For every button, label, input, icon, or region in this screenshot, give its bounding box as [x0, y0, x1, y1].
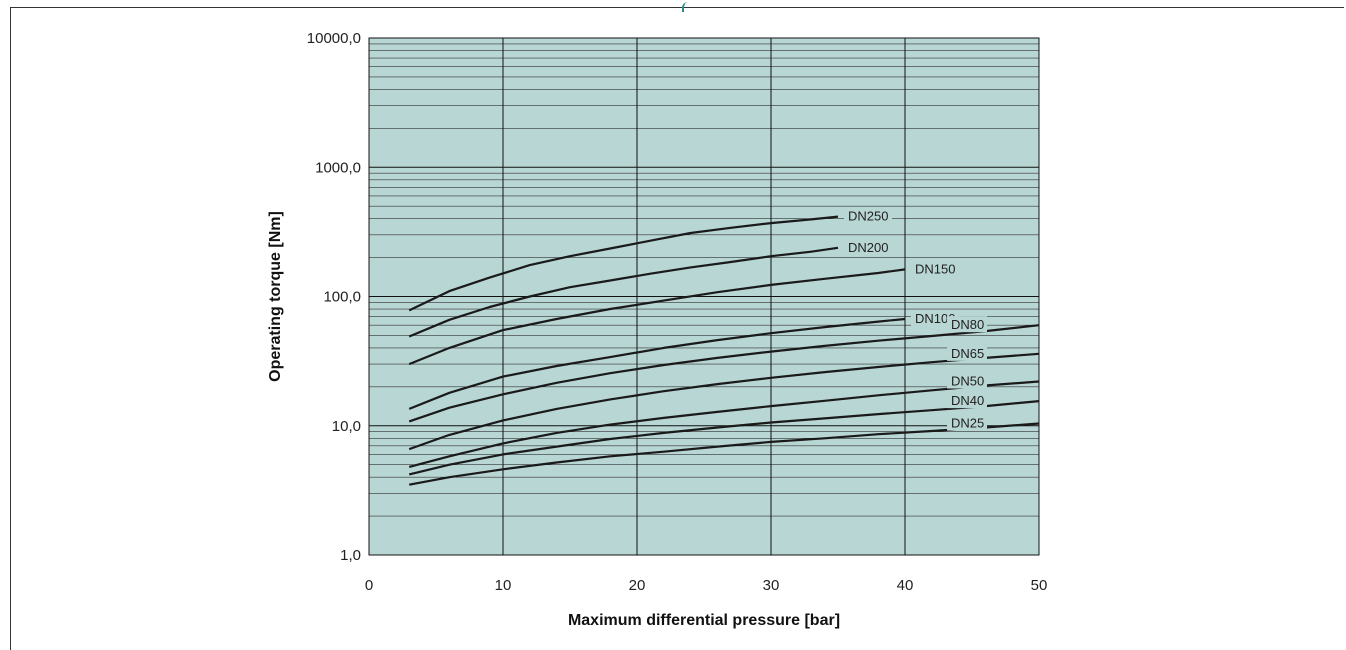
y-tick-label: 1,0 [340, 547, 361, 564]
y-tick-labels: 1,0 10,0 100,0 1000,0 10000,0 [307, 30, 361, 564]
x-tick-label: 50 [1031, 577, 1048, 594]
series-line-dn150 [408, 268, 906, 366]
x-axis-title: Maximum differential pressure [bar] [568, 612, 840, 629]
curve-label-bg [947, 344, 987, 361]
curve-label-dn65: DN65 [951, 346, 984, 361]
x-tick-label: 40 [897, 577, 914, 594]
y-tick-label: 10000,0 [307, 30, 361, 47]
major-gridlines [368, 37, 1040, 556]
series-line-dn65 [408, 352, 1040, 451]
curve-label-dn40: DN40 [951, 393, 984, 408]
curve-label-bg [947, 372, 987, 389]
series-line-dn25 [408, 422, 1040, 486]
series-line-dn100 [408, 317, 906, 410]
curve-label-dn80: DN80 [951, 317, 984, 332]
curve-label-dn150: DN150 [915, 261, 955, 276]
x-tick-label: 30 [763, 577, 780, 594]
curve-label-bg [844, 207, 892, 224]
x-tick-labels: 0 10 20 30 40 50 [365, 577, 1048, 594]
y-tick-label: 1000,0 [315, 159, 361, 176]
x-tick-label: 0 [365, 577, 373, 594]
series-line-dn250 [408, 215, 839, 312]
curve-label-dn250: DN250 [848, 209, 888, 224]
curve-label-bg [947, 316, 987, 333]
series-line-dn40 [408, 400, 1040, 476]
y-tick-label: 10,0 [332, 418, 361, 435]
curves [408, 215, 1040, 486]
y-axis-title: Operating torque [Nm] [267, 211, 284, 382]
series-line-dn50 [408, 380, 1040, 468]
curve-label-dn25: DN25 [951, 416, 984, 431]
curve-label-bg [911, 260, 959, 277]
curve-label-dn50: DN50 [951, 373, 984, 388]
series-line-dn200 [408, 246, 839, 338]
x-tick-label: 10 [495, 577, 512, 594]
series-line-dn80 [408, 324, 1040, 423]
curve-label-dn100: DN100 [915, 311, 955, 326]
curve-label-bg [947, 392, 987, 409]
curve-label-bg [947, 414, 987, 431]
curve-label-bg [844, 238, 892, 255]
curve-label-dn200: DN200 [848, 240, 888, 255]
x-tick-label: 20 [629, 577, 646, 594]
frame-corner-mark [682, 2, 692, 12]
chart-frame [10, 2, 1344, 650]
y-tick-label: 100,0 [323, 289, 361, 306]
